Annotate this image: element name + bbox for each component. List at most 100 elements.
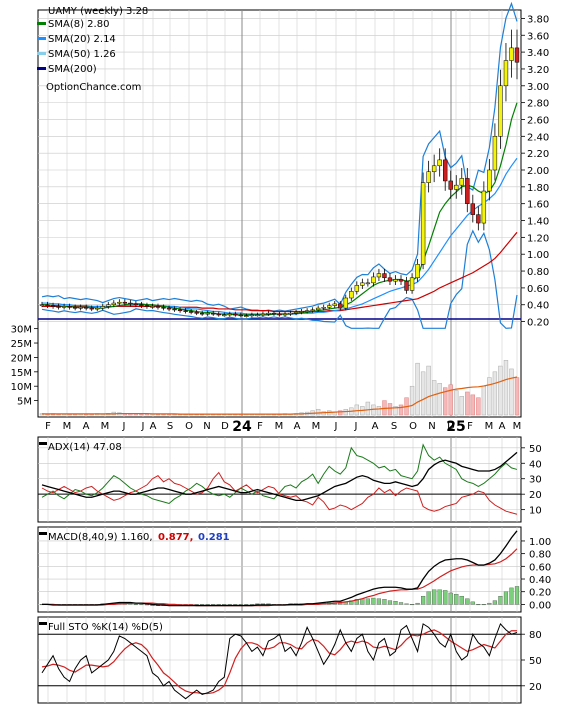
candle-body — [321, 307, 326, 309]
month-label: J — [141, 421, 145, 432]
volume-tick-label: 25M — [11, 339, 32, 350]
year-label: 25 — [446, 419, 465, 435]
month-label: M — [312, 421, 321, 432]
macd-histogram-bar — [398, 602, 404, 605]
candle-body — [233, 313, 238, 316]
month-label: N — [203, 421, 210, 432]
macd-tick-label: 0.60 — [529, 562, 551, 573]
chart-title: UAMY (weekly) 3.28 — [48, 6, 148, 17]
macd-histogram-bar — [205, 604, 210, 606]
month-label: J — [354, 421, 358, 432]
price-tick-label: 2.20 — [527, 149, 549, 160]
candle-body — [387, 277, 393, 282]
volume-tick-label: 30M — [11, 325, 32, 336]
candle-body — [150, 306, 155, 308]
legend-swatch — [37, 37, 46, 40]
macd-histogram-bar — [459, 595, 464, 605]
volume-bar — [426, 365, 431, 416]
candle-body — [393, 279, 398, 282]
candle-body — [177, 309, 183, 312]
volume-bar — [415, 362, 420, 416]
candle-body — [67, 306, 72, 308]
macd-histogram-bar — [498, 595, 503, 605]
price-tick-label: 3.00 — [527, 82, 549, 93]
adx-label: ADX(14) 47.08 — [48, 442, 122, 453]
source-label: OptionChance.com — [46, 82, 141, 93]
upper-band-line — [41, 1, 518, 312]
volume-bar — [454, 390, 459, 416]
candle-body — [409, 277, 415, 291]
sto-panel: 20 50 80 Full STO %K(14) %D(5) — [37, 616, 542, 704]
adx-panel: 10 20 30 40 50 ADX(14) 47.08 — [37, 436, 542, 523]
month-label: F — [45, 421, 51, 432]
sto-tick-label: 50 — [529, 656, 542, 667]
macd-histogram-bar — [514, 586, 520, 605]
legend-label: SMA(20) 2.14 — [48, 34, 116, 45]
macd-histogram-bar — [227, 604, 232, 606]
legend-label: SMA(8) 2.80 — [48, 19, 109, 30]
month-label: A — [294, 421, 301, 432]
candle-body — [470, 203, 475, 215]
legend-swatch — [37, 67, 46, 70]
candle-body — [487, 169, 492, 192]
volume-tick-label: 15M — [11, 368, 32, 379]
volume-bar — [420, 371, 426, 416]
volume-bar — [315, 408, 321, 416]
candle-body — [481, 190, 487, 224]
adx-tick-label: 40 — [529, 459, 542, 470]
price-tick-label: 1.80 — [527, 183, 549, 194]
candle-body — [382, 273, 387, 279]
month-label: A — [372, 421, 379, 432]
price-panel: 0.20 0.40 0.60 0.80 1.00 1.20 1.40 1.60 1.80 2.00… — [11, 1, 549, 418]
macd-histogram-bar — [233, 604, 238, 606]
macd-tick-label: 0.00 — [529, 600, 551, 611]
legend-swatch — [37, 52, 46, 55]
candle-body — [222, 314, 227, 317]
candle-body — [166, 307, 172, 310]
candle-body — [509, 47, 514, 61]
candle-body — [199, 312, 205, 315]
macd-histogram-bar — [133, 604, 138, 606]
sto-swatch — [39, 622, 47, 625]
candle-body — [299, 311, 304, 313]
candle-body — [72, 307, 78, 309]
candle-body — [459, 178, 464, 186]
macd-histogram-bar — [365, 598, 370, 605]
candle-body — [100, 306, 105, 309]
macd-histogram-bar — [338, 602, 343, 605]
month-label: M — [63, 421, 72, 432]
volume-bar — [365, 401, 371, 416]
candle-body — [50, 305, 56, 307]
month-label: A — [150, 421, 157, 432]
candle-body — [465, 178, 470, 204]
x-axis: F M A M J J A S O N D 24 F M A M J J A S O N D25 F M A M — [45, 419, 521, 435]
volume-bar — [503, 360, 509, 416]
month-label: D — [221, 421, 229, 432]
candle-body — [327, 305, 332, 308]
candle-body — [492, 136, 498, 171]
candle-body — [503, 60, 509, 87]
price-tick-label: 3.80 — [527, 14, 549, 25]
price-panel-frame — [37, 9, 522, 418]
month-label: S — [167, 421, 173, 432]
volume-average-line — [42, 376, 518, 415]
macd-histogram-bar — [432, 589, 437, 605]
candle-body — [349, 291, 354, 299]
price-tick-label: 0.20 — [527, 318, 549, 329]
month-label: O — [409, 421, 417, 432]
candle-body — [420, 182, 426, 265]
macd-histogram-bar — [387, 600, 393, 605]
month-label: N — [428, 421, 435, 432]
candle-body — [78, 307, 83, 309]
macd-swatch — [39, 532, 47, 535]
candle-body — [282, 313, 288, 316]
adx-tick-label: 30 — [529, 475, 542, 486]
price-tick-label: 2.40 — [527, 132, 549, 143]
volume-bar — [338, 410, 343, 416]
macd-histogram-bar — [255, 603, 260, 605]
candle-body — [376, 273, 382, 278]
candle-body — [188, 311, 194, 313]
macd-histogram-bar — [260, 603, 266, 605]
candle-body — [39, 304, 45, 306]
